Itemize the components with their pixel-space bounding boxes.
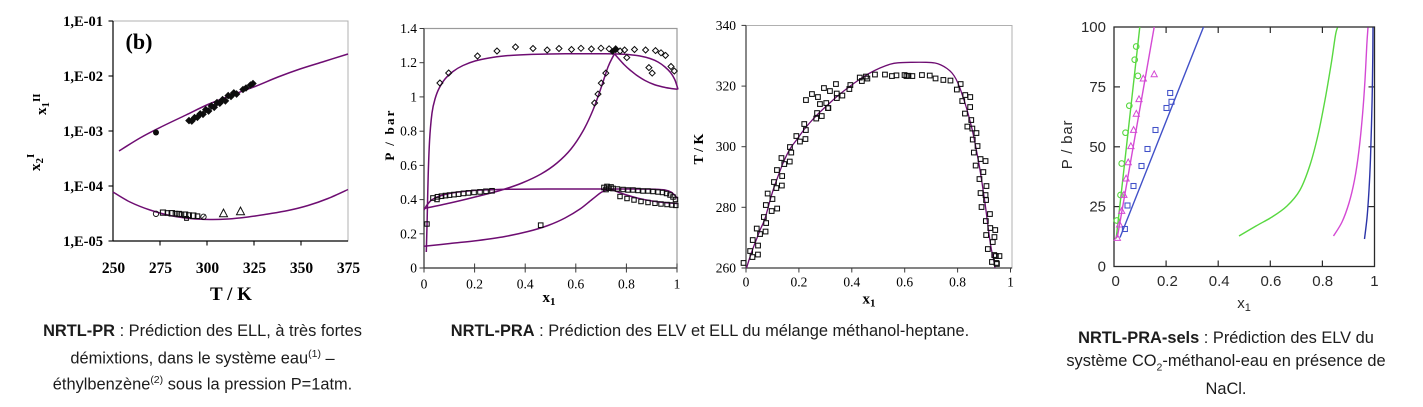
svg-text:1,E-03: 1,E-03 <box>63 124 103 140</box>
svg-text:0: 0 <box>743 275 750 290</box>
svg-text:1,E-04: 1,E-04 <box>63 179 103 195</box>
svg-text:0.6: 0.6 <box>1260 273 1281 290</box>
svg-text:275: 275 <box>149 260 173 277</box>
svg-text:100: 100 <box>1081 19 1106 36</box>
svg-text:375: 375 <box>337 260 361 277</box>
svg-text:1.4: 1.4 <box>400 21 417 36</box>
svg-text:x1II: x1II <box>31 93 52 115</box>
svg-text:350: 350 <box>290 260 314 277</box>
svg-text:1: 1 <box>410 89 417 104</box>
svg-text:0.2: 0.2 <box>1157 273 1178 290</box>
svg-text:0.6: 0.6 <box>896 275 913 290</box>
svg-text:0: 0 <box>1112 273 1120 290</box>
svg-text:P / bar: P / bar <box>382 108 397 160</box>
svg-text:0.8: 0.8 <box>618 277 635 292</box>
svg-text:1: 1 <box>674 277 681 292</box>
svg-text:0.2: 0.2 <box>466 277 483 292</box>
svg-text:280: 280 <box>716 200 737 215</box>
svg-text:1: 1 <box>1007 275 1014 290</box>
svg-text:0.2: 0.2 <box>790 275 807 290</box>
svg-text:0.6: 0.6 <box>400 158 417 173</box>
svg-text:x1: x1 <box>1237 295 1251 314</box>
svg-text:(b): (b) <box>126 29 153 54</box>
svg-text:0.4: 0.4 <box>843 275 860 290</box>
svg-text:1,E-01: 1,E-01 <box>63 14 103 30</box>
svg-text:T / K: T / K <box>692 133 707 164</box>
svg-text:T / K: T / K <box>210 284 252 305</box>
svg-text:300: 300 <box>196 260 220 277</box>
svg-text:0.8: 0.8 <box>400 124 417 139</box>
svg-text:1: 1 <box>1370 273 1378 290</box>
svg-text:300: 300 <box>716 139 737 154</box>
svg-text:0.4: 0.4 <box>1209 273 1230 290</box>
svg-text:0: 0 <box>1098 259 1106 276</box>
svg-text:1.2: 1.2 <box>400 55 417 70</box>
svg-text:1,E-02: 1,E-02 <box>63 69 103 85</box>
svg-text:1,E-05: 1,E-05 <box>63 234 103 250</box>
svg-text:0.6: 0.6 <box>567 277 584 292</box>
svg-text:0: 0 <box>410 261 417 276</box>
svg-text:x1: x1 <box>543 290 556 308</box>
svg-text:0.8: 0.8 <box>1312 273 1333 290</box>
svg-text:75: 75 <box>1089 79 1106 96</box>
svg-text:0.4: 0.4 <box>400 192 417 207</box>
svg-text:25: 25 <box>1089 199 1106 216</box>
svg-text:260: 260 <box>716 261 737 276</box>
svg-text:325: 325 <box>243 260 267 277</box>
svg-text:0: 0 <box>421 277 428 292</box>
svg-text:0.2: 0.2 <box>400 226 417 241</box>
svg-text:340: 340 <box>716 18 737 33</box>
svg-text:320: 320 <box>716 79 737 94</box>
svg-text:P / bar: P / bar <box>1059 120 1076 170</box>
svg-text:x2I: x2I <box>25 154 46 171</box>
svg-text:0.4: 0.4 <box>517 277 534 292</box>
svg-text:x1: x1 <box>863 292 876 310</box>
svg-text:250: 250 <box>102 260 126 277</box>
svg-text:0.8: 0.8 <box>949 275 966 290</box>
svg-text:50: 50 <box>1089 139 1106 156</box>
